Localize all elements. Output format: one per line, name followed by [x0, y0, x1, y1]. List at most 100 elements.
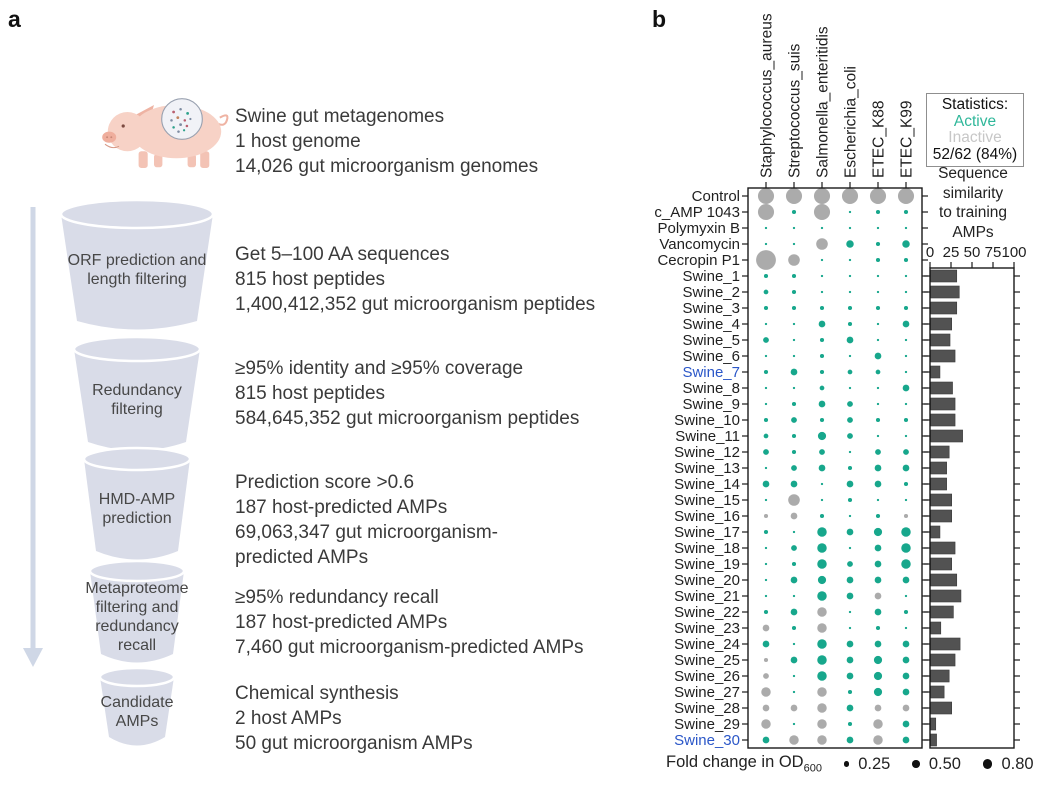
activity-dot — [848, 386, 852, 390]
activity-dot — [764, 578, 768, 582]
similarity-bar — [930, 461, 947, 475]
activity-dot — [763, 673, 769, 679]
activity-dot — [792, 322, 796, 326]
activity-dot — [873, 671, 883, 681]
activity-dot — [792, 242, 796, 246]
activity-dot — [817, 591, 827, 601]
activity-dot — [903, 449, 909, 455]
activity-dot — [763, 657, 769, 663]
statistics-active-label: Active — [953, 112, 997, 130]
activity-dot — [792, 530, 796, 534]
row-label: Swine_7 — [682, 364, 740, 381]
activity-dot — [875, 449, 881, 455]
step-description: ≥95% redundancy recall 187 host-predicte… — [235, 587, 584, 658]
activity-dot — [764, 546, 768, 550]
activity-dot — [874, 464, 882, 472]
row-label: Swine_1 — [682, 268, 740, 285]
activity-dot — [847, 561, 853, 567]
row-label: Swine_13 — [674, 460, 740, 477]
activity-dot — [875, 513, 881, 519]
activity-dot — [873, 655, 883, 665]
activity-dot — [764, 354, 768, 358]
activity-dot — [903, 417, 909, 423]
row-label: Control — [692, 188, 740, 205]
activity-dot — [792, 690, 796, 694]
activity-dot — [902, 640, 910, 648]
activity-dot — [788, 494, 800, 506]
row-label: Swine_12 — [674, 444, 740, 461]
statistics-title: Statistics: — [941, 96, 1009, 113]
activity-dot — [790, 704, 798, 712]
dot-matrix-frame — [747, 187, 923, 749]
row-label: Cecropin P1 — [657, 252, 740, 269]
activity-dot — [791, 273, 797, 279]
activity-dot — [790, 512, 798, 520]
activity-dot — [820, 274, 824, 278]
similarity-bar — [930, 317, 953, 331]
similarity-bar — [930, 349, 956, 363]
activity-dot — [876, 290, 880, 294]
activity-dot — [819, 353, 825, 359]
activity-dot — [873, 719, 883, 729]
activity-dot — [846, 576, 854, 584]
activity-dot — [904, 290, 908, 294]
statistics-inactive-label: Inactive — [948, 129, 1002, 146]
similarity-bar — [930, 269, 958, 283]
activity-dot — [874, 640, 882, 648]
row-label: Swine_30 — [674, 732, 740, 749]
activity-dot — [818, 400, 826, 408]
activity-dot — [875, 369, 881, 375]
activity-dot — [819, 337, 825, 343]
row-label: Swine_27 — [674, 684, 740, 701]
activity-dot — [817, 607, 827, 617]
activity-dot — [820, 258, 824, 262]
activity-dot — [791, 545, 797, 551]
activity-dot — [762, 480, 770, 488]
activity-dot — [876, 338, 880, 342]
activity-dot — [848, 258, 852, 262]
activity-dot — [874, 560, 882, 568]
activity-dot — [763, 513, 769, 519]
funnel-label-orf: ORF prediction and length filtering — [67, 252, 207, 288]
activity-dot — [847, 689, 853, 695]
panel-a-label: a — [8, 6, 21, 32]
pig-icon — [102, 98, 229, 168]
activity-dot — [903, 257, 909, 263]
activity-dot — [817, 623, 827, 633]
activity-dot — [847, 433, 853, 439]
activity-dot — [764, 402, 768, 406]
row-label: Swine_16 — [674, 508, 740, 525]
activity-dot — [761, 687, 771, 697]
activity-dot — [847, 321, 853, 327]
similarity-bar — [930, 733, 937, 747]
similarity-bar — [930, 685, 945, 699]
activity-dot — [818, 320, 826, 328]
funnel-top-icon — [88, 559, 186, 583]
activity-dot — [902, 656, 910, 664]
size-legend-value: 0.80 — [1001, 754, 1034, 773]
step-description: ≥95% identity and ≥95% coverage 815 host… — [235, 358, 580, 429]
activity-dot — [817, 575, 827, 585]
activity-dot — [847, 369, 853, 375]
activity-dot — [792, 722, 796, 726]
activity-dot — [792, 594, 796, 598]
activity-dot — [902, 384, 910, 392]
row-label: Swine_15 — [674, 492, 740, 509]
row-label: Swine_18 — [674, 540, 740, 557]
activity-dot — [792, 674, 796, 678]
size-legend-value: 0.25 — [858, 754, 891, 773]
activity-dot — [846, 656, 854, 664]
row-label: Swine_11 — [675, 428, 740, 445]
activity-dot — [904, 626, 908, 630]
activity-dot — [819, 369, 825, 375]
activity-dot — [792, 642, 796, 646]
row-label: Polymyxin B — [657, 220, 740, 237]
activity-dot — [901, 543, 911, 553]
activity-dot — [874, 608, 882, 616]
step-description: Get 5–100 AA sequences 815 host peptides… — [235, 244, 596, 315]
funnel-top-icon — [98, 666, 176, 688]
activity-dot — [902, 704, 910, 712]
activity-dot — [874, 576, 882, 584]
activity-dot — [876, 274, 880, 278]
